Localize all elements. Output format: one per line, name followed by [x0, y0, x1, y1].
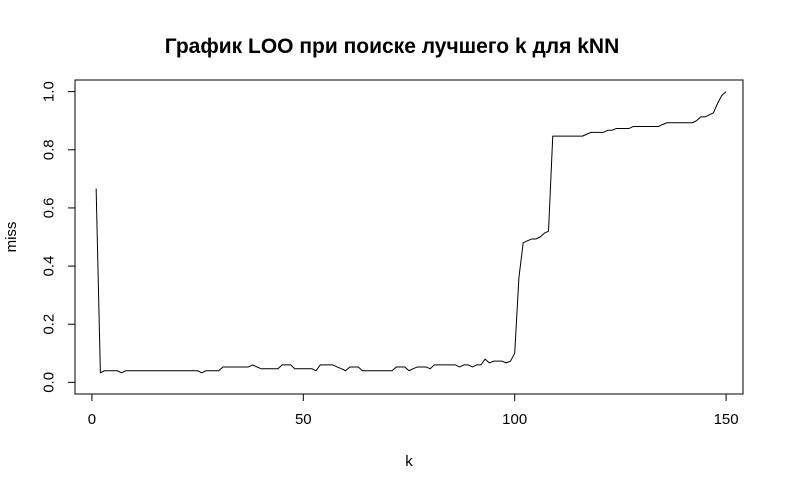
y-axis: 0.0 0.2 0.4 0.6 0.8 1.0: [41, 81, 76, 393]
x-tick-label: 0: [88, 411, 96, 428]
y-tick-label: 1.0: [41, 81, 58, 102]
x-axis: 0 50 100 150: [88, 393, 739, 428]
y-tick-label: 0.6: [41, 197, 58, 218]
series-layer: [95, 91, 727, 374]
series-line: [95, 91, 727, 374]
x-tick-label: 50: [295, 411, 312, 428]
y-axis-label: miss: [3, 222, 20, 253]
y-tick-label: 0.8: [41, 139, 58, 160]
x-tick-label: 150: [714, 411, 739, 428]
y-tick-label: 0.0: [41, 372, 58, 393]
y-tick-label: 0.2: [41, 314, 58, 335]
y-tick-label: 0.4: [41, 256, 58, 277]
x-tick-label: 100: [502, 411, 527, 428]
chart-title: График LOO при поиске лучшего k для kNN: [165, 35, 619, 58]
plot-box: [74, 79, 744, 395]
x-axis-label: k: [405, 453, 413, 470]
